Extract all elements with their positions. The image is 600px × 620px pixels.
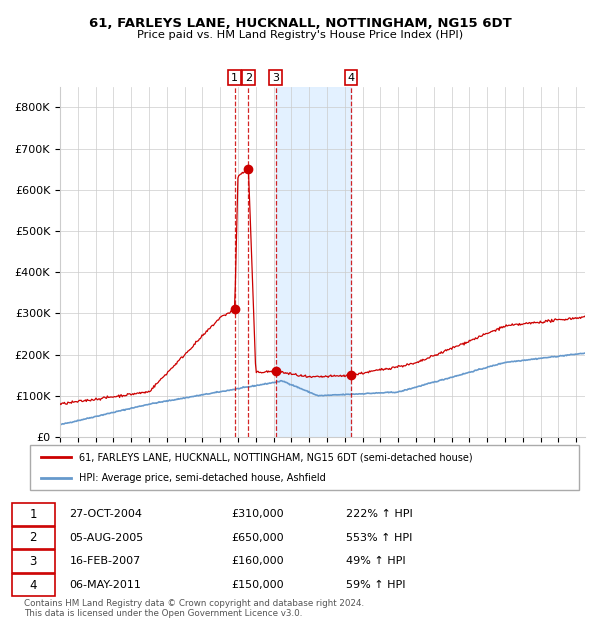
FancyBboxPatch shape [12,503,55,526]
Text: 222% ↑ HPI: 222% ↑ HPI [346,510,413,520]
Text: £150,000: £150,000 [231,580,284,590]
Text: 3: 3 [272,73,279,82]
FancyBboxPatch shape [12,527,55,549]
Text: Price paid vs. HM Land Registry's House Price Index (HPI): Price paid vs. HM Land Registry's House … [137,30,463,40]
Text: 06-MAY-2011: 06-MAY-2011 [70,580,142,590]
FancyBboxPatch shape [12,574,55,596]
Text: £160,000: £160,000 [231,557,284,567]
FancyBboxPatch shape [30,445,579,490]
Text: 49% ↑ HPI: 49% ↑ HPI [346,557,406,567]
Text: 61, FARLEYS LANE, HUCKNALL, NOTTINGHAM, NG15 6DT: 61, FARLEYS LANE, HUCKNALL, NOTTINGHAM, … [89,17,511,30]
Text: £650,000: £650,000 [231,533,284,543]
Text: 2: 2 [245,73,252,82]
Text: 553% ↑ HPI: 553% ↑ HPI [346,533,412,543]
Text: HPI: Average price, semi-detached house, Ashfield: HPI: Average price, semi-detached house,… [79,472,326,483]
Text: Contains HM Land Registry data © Crown copyright and database right 2024.: Contains HM Land Registry data © Crown c… [24,600,364,608]
Text: 3: 3 [29,555,37,568]
Bar [275,87,351,437]
Text: 16-FEB-2007: 16-FEB-2007 [70,557,141,567]
Text: 61, FARLEYS LANE, HUCKNALL, NOTTINGHAM, NG15 6DT (semi-detached house): 61, FARLEYS LANE, HUCKNALL, NOTTINGHAM, … [79,452,473,463]
Text: This data is licensed under the Open Government Licence v3.0.: This data is licensed under the Open Gov… [24,609,302,618]
Text: 1: 1 [29,508,37,521]
Text: 05-AUG-2005: 05-AUG-2005 [70,533,144,543]
Text: 4: 4 [29,578,37,591]
Text: 1: 1 [231,73,238,82]
Text: 4: 4 [347,73,355,82]
Text: 59% ↑ HPI: 59% ↑ HPI [346,580,406,590]
FancyBboxPatch shape [12,550,55,573]
Text: 27-OCT-2004: 27-OCT-2004 [70,510,143,520]
Text: 2: 2 [29,531,37,544]
Text: £310,000: £310,000 [231,510,284,520]
